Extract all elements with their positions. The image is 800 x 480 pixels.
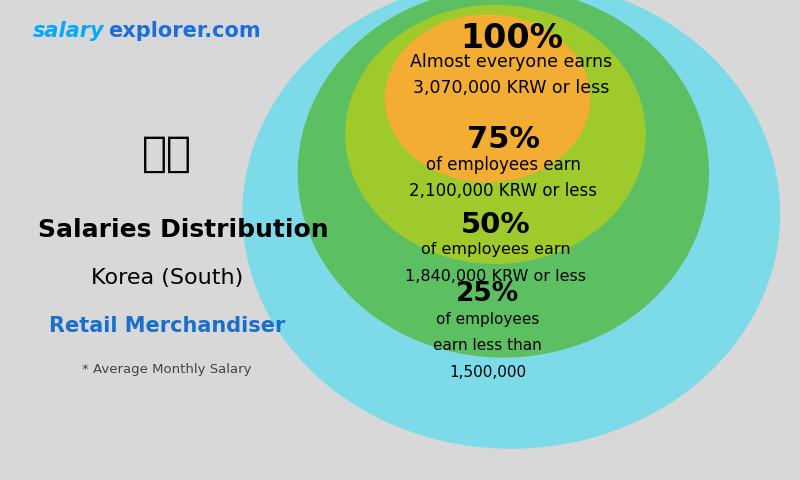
Text: 25%: 25% [456,281,519,307]
Ellipse shape [242,0,780,449]
Text: salary: salary [33,21,104,41]
Text: 1,500,000: 1,500,000 [449,365,526,380]
Text: * Average Monthly Salary: * Average Monthly Salary [82,363,252,376]
Text: earn less than: earn less than [433,338,542,353]
Text: 2,100,000 KRW or less: 2,100,000 KRW or less [410,182,598,201]
Text: of employees earn: of employees earn [421,242,570,257]
Ellipse shape [345,5,646,264]
Text: 3,070,000 KRW or less: 3,070,000 KRW or less [413,79,610,97]
Text: 75%: 75% [467,125,540,154]
Ellipse shape [298,0,709,358]
Text: 100%: 100% [460,22,562,55]
Text: of employees earn: of employees earn [426,156,581,174]
Text: 50%: 50% [461,211,530,239]
Text: of employees: of employees [436,312,539,327]
Text: Korea (South): Korea (South) [91,268,243,288]
Text: Salaries Distribution: Salaries Distribution [38,218,328,242]
Text: explorer.com: explorer.com [108,21,261,41]
Text: 🇰🇷: 🇰🇷 [142,132,192,175]
Text: 1,840,000 KRW or less: 1,840,000 KRW or less [405,269,586,284]
Ellipse shape [385,14,590,182]
Text: Almost everyone earns: Almost everyone earns [410,53,612,71]
Text: Retail Merchandiser: Retail Merchandiser [49,316,286,336]
